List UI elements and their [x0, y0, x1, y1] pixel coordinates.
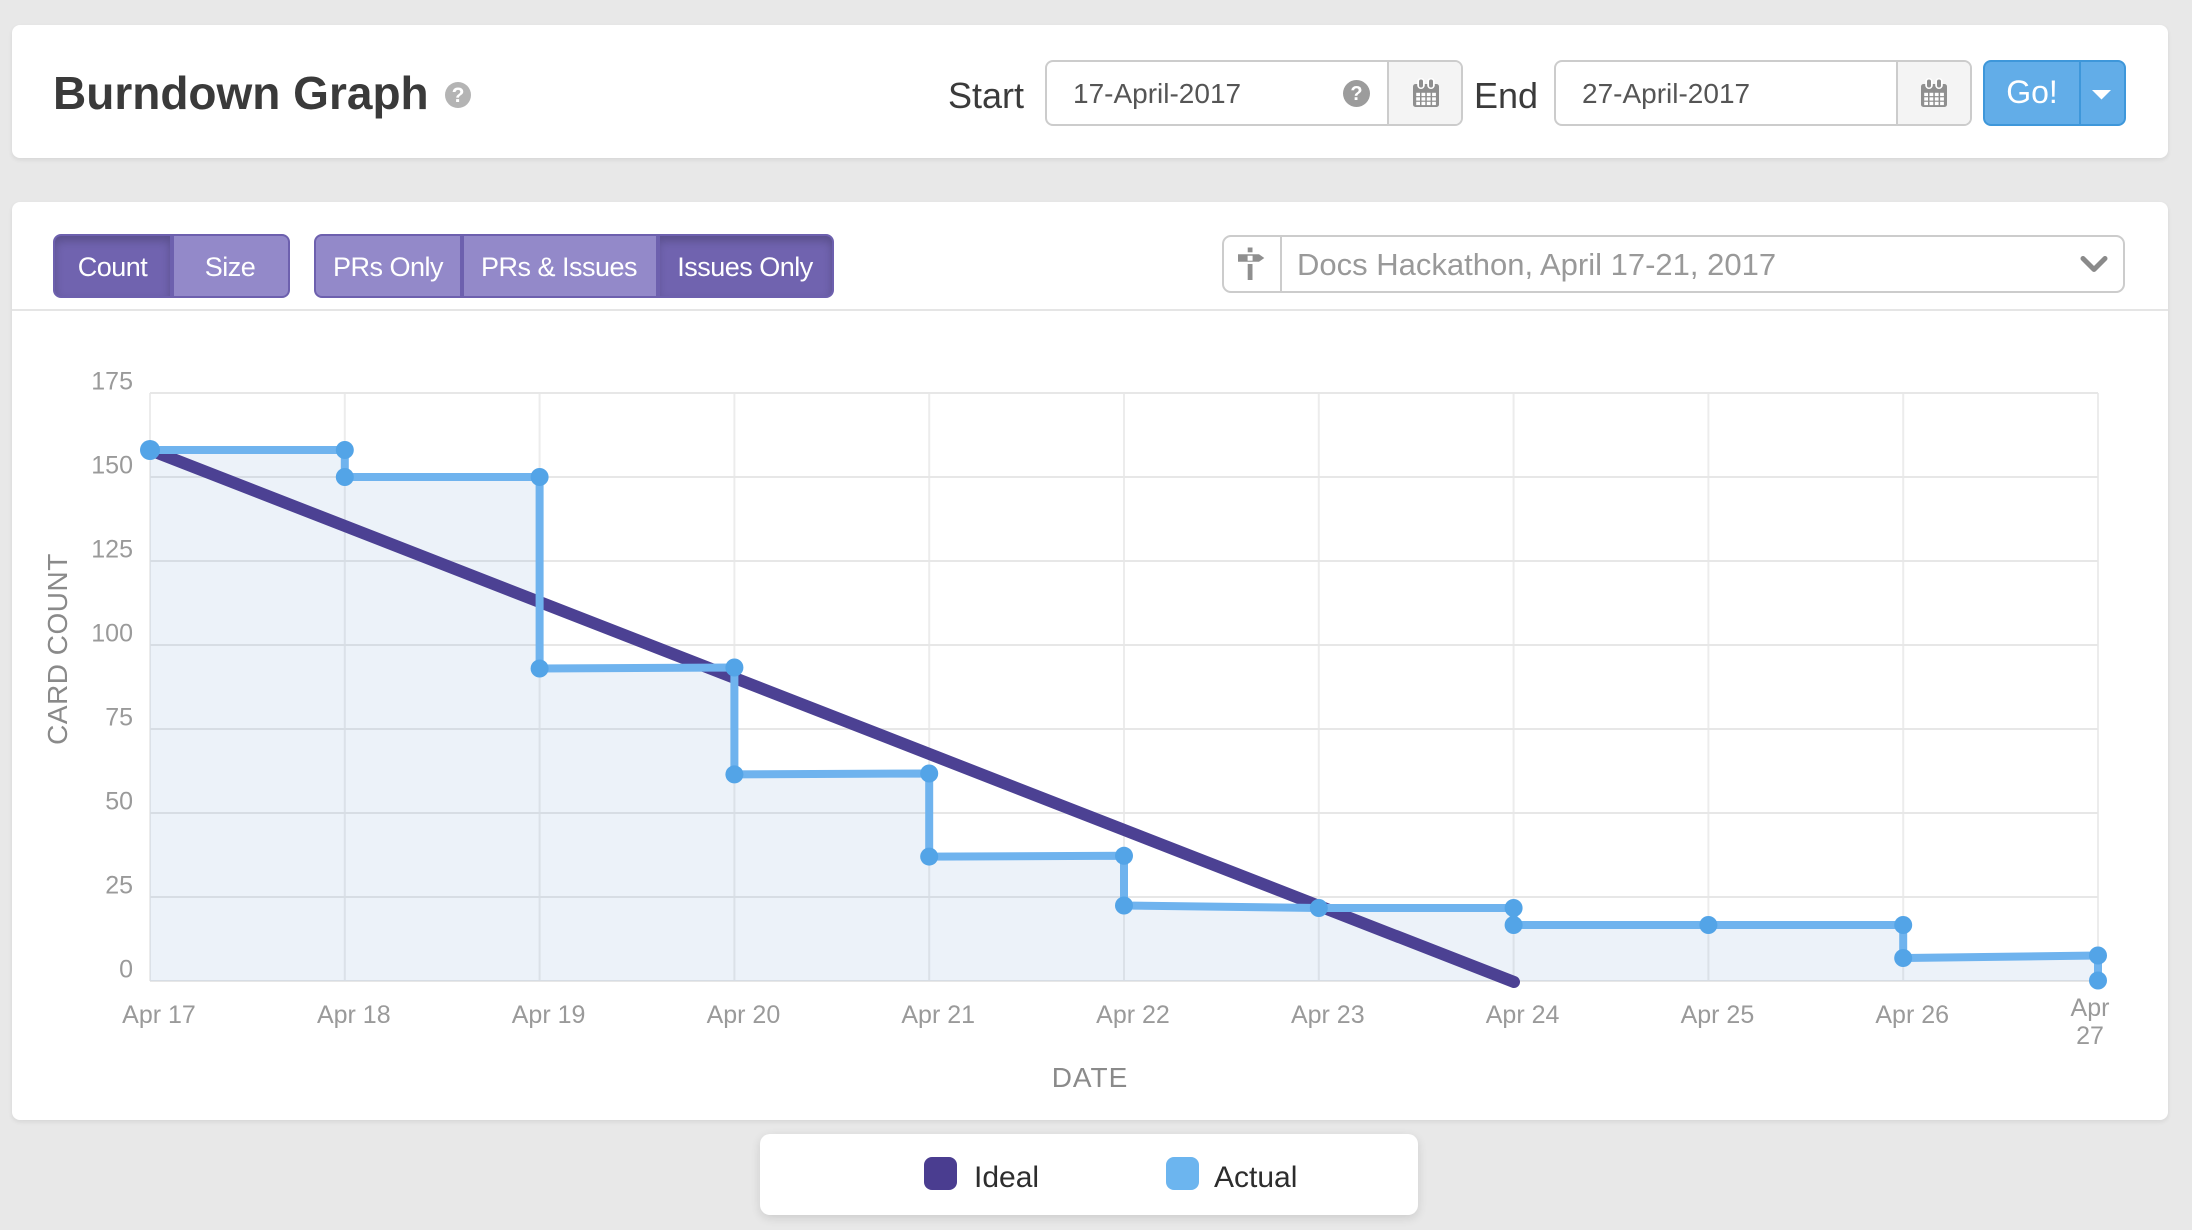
- svg-text:Apr 20: Apr 20: [707, 1001, 781, 1029]
- svg-text:Apr 25: Apr 25: [1681, 1001, 1755, 1029]
- svg-text:75: 75: [105, 704, 133, 732]
- svg-text:Apr 22: Apr 22: [1096, 1001, 1170, 1029]
- svg-text:Apr 26: Apr 26: [1875, 1001, 1949, 1029]
- svg-text:27: 27: [2076, 1022, 2104, 1050]
- svg-text:Apr 21: Apr 21: [901, 1001, 975, 1029]
- svg-text:DATE: DATE: [1052, 1062, 1129, 1093]
- svg-text:Apr 18: Apr 18: [317, 1001, 391, 1029]
- svg-text:Apr 24: Apr 24: [1486, 1001, 1560, 1029]
- svg-text:150: 150: [91, 452, 133, 480]
- svg-text:Apr 19: Apr 19: [512, 1001, 586, 1029]
- svg-text:25: 25: [105, 872, 133, 900]
- svg-text:CARD COUNT: CARD COUNT: [42, 553, 73, 745]
- svg-text:125: 125: [91, 536, 133, 564]
- svg-text:Apr 23: Apr 23: [1291, 1001, 1365, 1029]
- svg-text:175: 175: [91, 368, 133, 396]
- svg-text:Apr 17: Apr 17: [122, 1001, 196, 1029]
- svg-text:0: 0: [119, 956, 133, 984]
- svg-text:Apr: Apr: [2071, 994, 2110, 1022]
- svg-text:100: 100: [91, 620, 133, 648]
- svg-text:50: 50: [105, 788, 133, 816]
